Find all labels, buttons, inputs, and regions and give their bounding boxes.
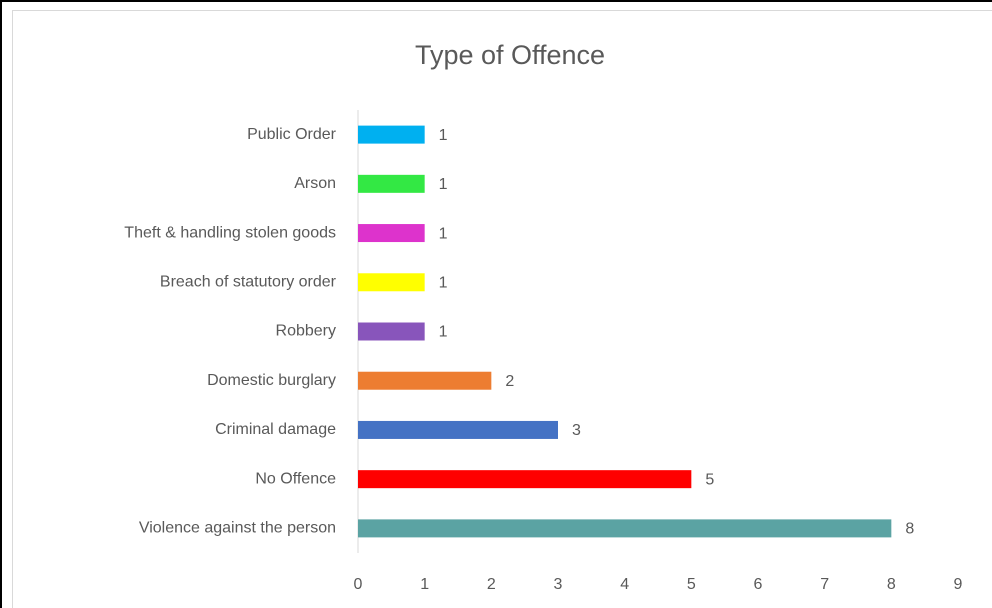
data-label: 3 [572,422,581,439]
data-label: 2 [505,373,514,390]
chart-title: Type of Offence [415,40,605,70]
bar [358,174,425,193]
bar [358,273,425,292]
bar [358,322,425,341]
x-tick-label: 9 [954,576,963,593]
bar [358,470,692,489]
bar [358,371,492,390]
data-label: 1 [439,127,448,144]
data-label: 8 [905,521,914,538]
y-tick-label: Arson [294,175,336,192]
y-tick-label: Criminal damage [215,421,336,438]
y-tick-label: Domestic burglary [207,372,336,389]
y-tick-label: Violence against the person [139,520,336,537]
x-tick-label: 1 [420,576,429,593]
x-tick-label: 2 [487,576,496,593]
chart-frame [12,10,992,608]
x-tick-label: 3 [554,576,563,593]
x-tick-label: 5 [687,576,696,593]
y-tick-label: Robbery [276,323,336,340]
bar [358,125,425,144]
x-tick-label: 4 [620,576,629,593]
bar [358,224,425,243]
x-tick-label: 7 [820,576,829,593]
y-tick-label: No Offence [255,470,336,487]
y-tick-label: Theft & handling stolen goods [124,224,336,241]
x-tick-label: 8 [887,576,896,593]
x-tick-label: 6 [754,576,763,593]
data-label: 1 [439,274,448,291]
bar [358,519,892,538]
data-label: 1 [439,324,448,341]
data-label: 5 [705,471,714,488]
x-tick-label: 0 [354,576,363,593]
data-label: 1 [439,225,448,242]
data-label: 1 [439,176,448,193]
y-tick-label: Breach of statutory order [160,273,337,290]
y-tick-label: Public Order [247,126,337,143]
bar [358,420,558,439]
